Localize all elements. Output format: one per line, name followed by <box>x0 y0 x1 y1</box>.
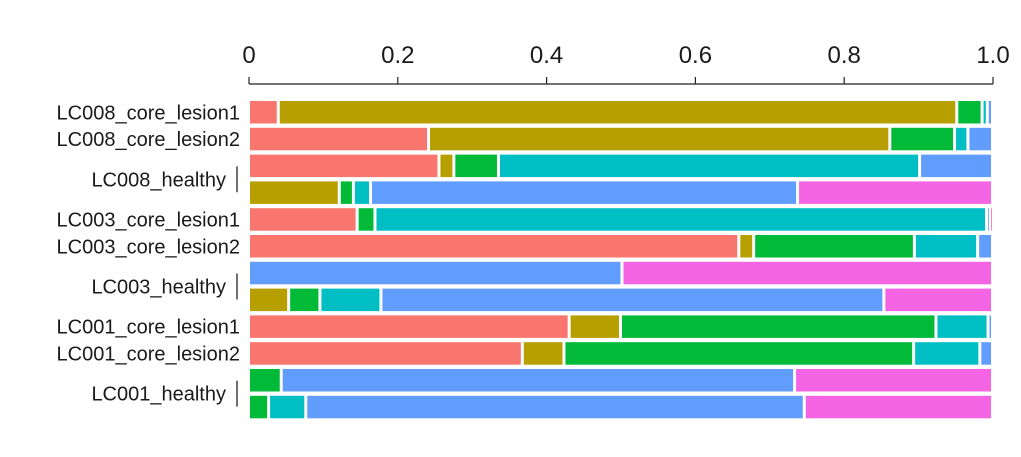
row-label: LC003_core_lesion2 <box>57 236 240 258</box>
x-tick-label: 0.6 <box>679 42 712 69</box>
bar-segment <box>937 315 987 338</box>
row-label: LC003_core_lesion1 <box>57 209 240 231</box>
bar-segment <box>570 315 619 338</box>
bar-segment <box>250 342 521 365</box>
bar-segment <box>796 369 991 392</box>
bar-segment <box>915 235 977 258</box>
bars <box>250 101 992 419</box>
bar-segment <box>885 288 991 312</box>
bar-segment <box>250 395 268 419</box>
bar-segment <box>340 181 352 204</box>
bar-segment <box>622 315 935 338</box>
bar-segment <box>282 369 794 392</box>
bar-segment <box>250 154 438 178</box>
bar-segment <box>430 127 889 151</box>
bar-segment <box>372 181 797 204</box>
bar-segment <box>755 235 913 258</box>
bar-segment <box>358 208 374 231</box>
bar-segment <box>988 101 991 124</box>
x-tick-label: 1.0 <box>976 42 1009 69</box>
bar-segment <box>250 235 738 258</box>
bar-row <box>250 288 991 312</box>
bar-segment <box>891 127 954 151</box>
bar-segment <box>799 181 991 204</box>
bar-row <box>250 127 991 151</box>
bar-segment <box>455 154 497 178</box>
bar-segment <box>979 235 991 258</box>
bar-row <box>250 235 991 258</box>
bar-row <box>250 395 991 419</box>
bar-row <box>250 342 991 365</box>
bar-segment <box>250 315 568 338</box>
x-axis: 0 0.2 0.4 0.6 0.8 1.0 <box>242 42 1010 85</box>
x-tick-label: 0.2 <box>381 42 414 69</box>
bar-segment <box>805 395 991 419</box>
bar-segment <box>250 101 277 124</box>
bar-segment <box>250 181 338 204</box>
x-tick-label: 0 <box>242 42 255 69</box>
bar-row <box>250 315 991 338</box>
bar-row <box>250 181 991 204</box>
x-tick-label: 0.4 <box>530 42 563 69</box>
bar-segment <box>523 342 563 365</box>
row-label: LC003_healthy <box>91 276 226 298</box>
bar-row <box>250 369 991 392</box>
bar-segment <box>382 288 883 312</box>
bar-segment <box>376 208 986 231</box>
bar-segment <box>250 127 428 151</box>
row-label: LC008_healthy <box>91 169 226 191</box>
bar-segment <box>958 101 981 124</box>
row-label: LC001_core_lesion2 <box>57 343 240 365</box>
bar-segment <box>290 288 319 312</box>
bar-segment <box>499 154 919 178</box>
bar-segment <box>915 342 979 365</box>
bar-segment <box>921 154 991 178</box>
bar-segment <box>250 288 288 312</box>
bar-segment <box>250 261 621 285</box>
bar-row <box>250 261 991 285</box>
bar-segment <box>565 342 913 365</box>
bar-segment <box>307 395 803 419</box>
row-labels: LC008_core_lesion1 LC008_core_lesion2 LC00… <box>57 102 240 407</box>
bar-segment <box>740 235 753 258</box>
bar-segment <box>354 181 370 204</box>
bar-segment <box>988 208 989 231</box>
bar-segment <box>321 288 380 312</box>
bar-segment <box>250 369 280 392</box>
bar-row <box>250 208 992 231</box>
bar-row <box>250 101 991 124</box>
bar-segment <box>991 208 992 231</box>
x-tick-label: 0.8 <box>828 42 861 69</box>
bar-segment <box>270 395 305 419</box>
bar-segment <box>969 127 991 151</box>
bar-segment <box>279 101 956 124</box>
row-label: LC008_core_lesion2 <box>57 129 240 151</box>
bar-segment <box>981 342 991 365</box>
bar-row <box>250 154 991 178</box>
bar-segment <box>989 315 991 338</box>
bar-segment <box>956 127 967 151</box>
bar-segment <box>250 208 356 231</box>
bar-segment <box>440 154 453 178</box>
row-label: LC008_core_lesion1 <box>57 102 240 124</box>
bar-segment <box>623 261 991 285</box>
row-label: LC001_healthy <box>91 384 226 406</box>
bar-segment <box>983 101 986 124</box>
row-label: LC001_core_lesion1 <box>57 317 240 339</box>
